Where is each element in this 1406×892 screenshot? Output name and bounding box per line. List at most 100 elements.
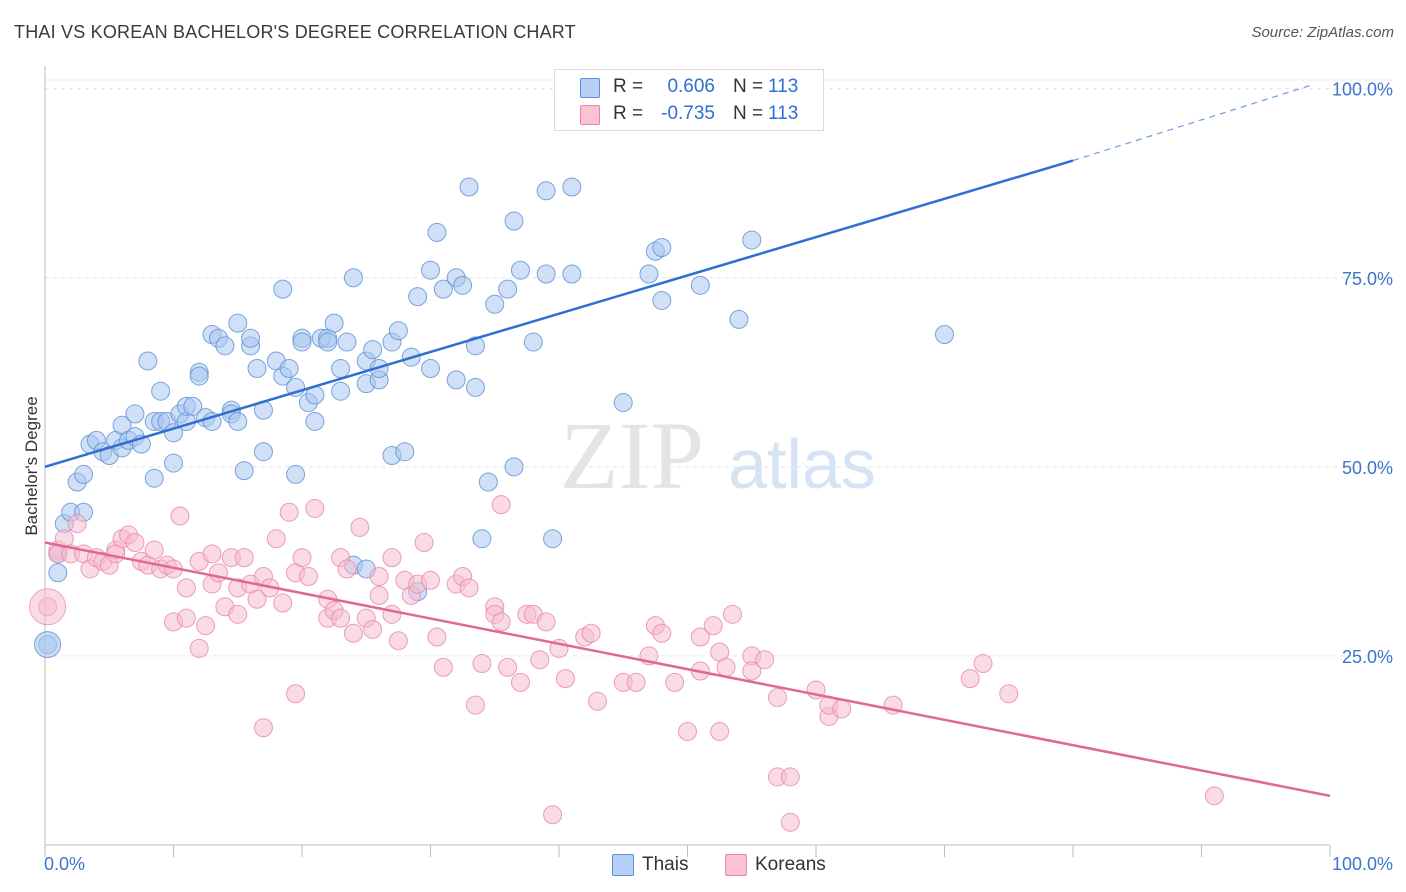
x-tick-label: 0.0% bbox=[44, 854, 85, 874]
korean-point bbox=[626, 672, 646, 692]
x-tick-label: 100.0% bbox=[1332, 854, 1393, 874]
thai-point bbox=[74, 464, 94, 484]
korean-point bbox=[273, 593, 293, 613]
thais-swatch bbox=[580, 78, 600, 98]
thai-point bbox=[337, 332, 357, 352]
korean-point bbox=[382, 604, 402, 624]
korean-point bbox=[780, 767, 800, 787]
korean-point bbox=[189, 638, 209, 658]
korean-point bbox=[678, 722, 697, 742]
thai-point bbox=[48, 563, 68, 583]
korean-point bbox=[832, 699, 852, 719]
korean-point bbox=[767, 688, 787, 708]
legend-swatch-thais bbox=[612, 854, 634, 876]
thai-point bbox=[562, 177, 582, 197]
thai-point bbox=[465, 336, 485, 356]
thai-point bbox=[935, 324, 954, 344]
r-label: R = bbox=[613, 76, 644, 97]
korean-point bbox=[382, 548, 402, 568]
korean-point bbox=[459, 578, 479, 598]
thai-point bbox=[228, 411, 248, 431]
korean-point bbox=[491, 495, 511, 515]
korean-point bbox=[433, 657, 453, 677]
thai-point bbox=[453, 275, 473, 295]
thai-point bbox=[652, 238, 672, 258]
korean-point bbox=[234, 548, 254, 568]
korean-point bbox=[350, 517, 370, 537]
korean-point bbox=[710, 722, 730, 742]
korean-point bbox=[555, 669, 575, 689]
thai-point bbox=[408, 287, 428, 307]
thai-point bbox=[536, 264, 556, 284]
korean-point bbox=[196, 616, 216, 636]
y-tick-label: 25.0% bbox=[1342, 647, 1393, 667]
thai-point bbox=[234, 461, 254, 481]
thai-point bbox=[729, 309, 749, 329]
thai-point bbox=[241, 328, 261, 348]
korean-point bbox=[491, 612, 511, 632]
thai-point bbox=[273, 279, 293, 299]
korean-point bbox=[176, 608, 196, 628]
korean-point bbox=[1204, 786, 1224, 806]
thai-point bbox=[472, 529, 492, 549]
thai-point bbox=[536, 181, 556, 201]
korean-point bbox=[427, 627, 447, 647]
thai-trend-extension bbox=[1072, 84, 1313, 162]
r-label: R = bbox=[613, 103, 644, 124]
trend-lines bbox=[44, 84, 1331, 798]
thai-point bbox=[363, 340, 383, 360]
korean-point bbox=[202, 544, 222, 564]
korean-point bbox=[530, 650, 550, 670]
thai-point bbox=[318, 332, 338, 352]
korean-point bbox=[472, 653, 492, 673]
thai-point bbox=[504, 457, 524, 477]
thai-point bbox=[742, 230, 762, 250]
korean-point bbox=[298, 567, 318, 587]
thai-point bbox=[395, 442, 415, 462]
tick-labels: 25.0% 50.0% 75.0% 100.0% 0.0% 100.0% bbox=[44, 80, 1393, 874]
grid-lines bbox=[45, 79, 1392, 657]
korean-point bbox=[388, 631, 408, 651]
thai-point bbox=[151, 381, 171, 401]
korean-point bbox=[343, 623, 363, 643]
korean-point bbox=[536, 612, 556, 632]
koreans-swatch bbox=[580, 105, 600, 125]
korean-point bbox=[292, 548, 312, 568]
korean-point bbox=[286, 684, 306, 704]
legend: Thais Koreans bbox=[0, 851, 1406, 879]
thai-point bbox=[279, 359, 299, 379]
korean-point bbox=[742, 661, 762, 681]
korean-point bbox=[266, 529, 286, 549]
thai-point bbox=[543, 529, 563, 549]
y-tick-label: 75.0% bbox=[1342, 269, 1393, 289]
thai-point bbox=[343, 268, 363, 288]
thai-point bbox=[613, 393, 633, 413]
thai-point bbox=[421, 359, 440, 379]
korean-point bbox=[29, 588, 67, 626]
korean-point bbox=[305, 498, 325, 518]
axes bbox=[44, 66, 1331, 857]
y-axis-label: Bachelor's Degree bbox=[22, 396, 41, 536]
korean-point bbox=[331, 608, 351, 628]
n-label: N = bbox=[733, 103, 764, 124]
chart-title: THAI VS KOREAN BACHELOR'S DEGREE CORRELA… bbox=[14, 22, 576, 42]
stats-row-koreans: R = -0.735 N = 113 bbox=[555, 100, 823, 128]
thai-point bbox=[215, 336, 235, 356]
thai-point bbox=[465, 377, 485, 397]
korean-point bbox=[247, 589, 267, 609]
y-tick-label: 100.0% bbox=[1332, 80, 1393, 100]
series-thais bbox=[34, 177, 954, 659]
thai-point bbox=[504, 211, 524, 231]
watermark: ZIP atlas bbox=[560, 402, 876, 509]
korean-point bbox=[665, 672, 685, 692]
thai-point bbox=[652, 290, 672, 310]
thai-point bbox=[510, 260, 530, 280]
korean-point bbox=[421, 570, 440, 590]
thai-point bbox=[253, 442, 273, 462]
thai-point bbox=[331, 359, 351, 379]
korean-point bbox=[755, 650, 775, 670]
korean-point bbox=[253, 718, 273, 738]
korean-point bbox=[703, 616, 723, 636]
thai-point bbox=[247, 359, 267, 379]
